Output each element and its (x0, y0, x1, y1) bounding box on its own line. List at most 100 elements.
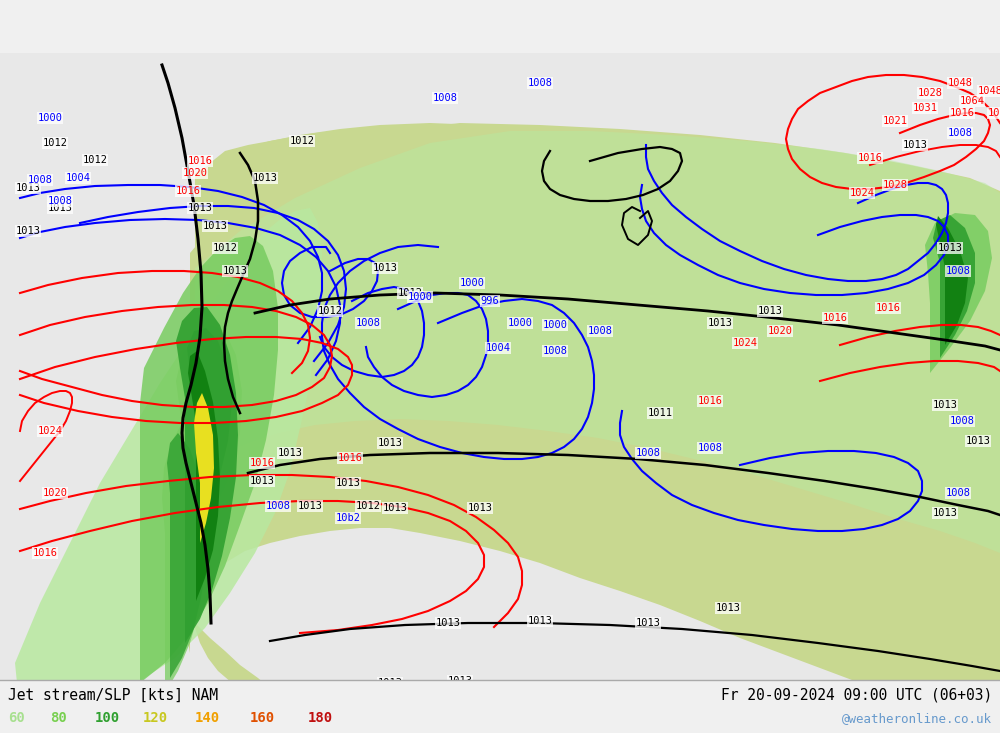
Text: Jet stream/SLP [kts] NAM: Jet stream/SLP [kts] NAM (8, 688, 218, 702)
Text: 1016: 1016 (32, 548, 58, 558)
Polygon shape (200, 123, 750, 218)
Text: 1048: 1048 (978, 86, 1000, 96)
Text: 1012: 1012 (318, 306, 342, 316)
Text: 1000: 1000 (38, 113, 62, 123)
Polygon shape (933, 215, 975, 358)
Text: @weatheronline.co.uk: @weatheronline.co.uk (842, 712, 992, 726)
Polygon shape (185, 123, 1000, 713)
Text: 1013: 1013 (758, 306, 782, 316)
Text: 1013: 1013 (528, 616, 552, 626)
Text: 1008: 1008 (588, 326, 612, 336)
Text: 1013: 1013 (932, 400, 958, 410)
Text: 1013: 1013 (436, 618, 460, 628)
Polygon shape (925, 213, 992, 373)
Text: 1016: 1016 (188, 156, 212, 166)
Text: 1008: 1008 (266, 501, 290, 511)
Text: 1016: 1016 (176, 186, 200, 196)
Polygon shape (176, 325, 242, 543)
Text: 1016: 1016 (250, 458, 274, 468)
Text: 1013: 1013 (16, 183, 40, 193)
Text: 160: 160 (250, 711, 275, 725)
Text: 1024: 1024 (732, 338, 758, 348)
Text: 1008: 1008 (946, 266, 970, 276)
Text: 1013: 1013 (938, 243, 962, 253)
Text: 1012: 1012 (290, 136, 314, 146)
Polygon shape (187, 328, 232, 525)
Text: Fr 20-09-2024 09:00 UTC (06+03): Fr 20-09-2024 09:00 UTC (06+03) (721, 688, 992, 702)
Text: 1008: 1008 (948, 128, 972, 138)
Text: 1024: 1024 (38, 426, 62, 436)
Polygon shape (15, 208, 322, 713)
Text: 1016: 1016 (698, 396, 722, 406)
Text: 60: 60 (8, 711, 25, 725)
Text: 1008: 1008 (48, 196, 72, 206)
Text: 1011: 1011 (648, 408, 672, 418)
Text: 1013: 1013 (716, 603, 740, 613)
Text: 1013: 1013 (252, 173, 278, 183)
Text: 1013: 1013 (902, 140, 928, 150)
Polygon shape (185, 131, 1000, 553)
Text: 1000: 1000 (508, 318, 532, 328)
Text: 1013: 1013 (48, 203, 72, 213)
Text: 1000: 1000 (408, 292, 432, 302)
Text: 1028: 1028 (918, 88, 942, 98)
Text: 1013: 1013 (382, 503, 408, 513)
Polygon shape (162, 421, 212, 693)
Text: 1020: 1020 (768, 326, 792, 336)
Polygon shape (167, 433, 207, 678)
Text: 180: 180 (308, 711, 333, 725)
Polygon shape (140, 236, 278, 683)
Text: 1013: 1013 (708, 318, 732, 328)
Polygon shape (176, 307, 238, 643)
Text: 1012: 1012 (356, 501, 380, 511)
Text: 1008: 1008 (950, 416, 974, 426)
Polygon shape (194, 393, 214, 543)
Bar (0, 53, 1000, 680)
Text: 1013: 1013 (636, 618, 660, 628)
Text: 1016: 1016 (822, 313, 848, 323)
Text: 1016: 1016 (876, 303, 900, 313)
Text: 1013: 1013 (966, 436, 990, 446)
Text: 1020: 1020 (42, 488, 68, 498)
Text: 1012: 1012 (42, 138, 68, 148)
Text: 1000: 1000 (460, 278, 484, 288)
Text: 1008: 1008 (28, 175, 52, 185)
Text: 1004: 1004 (486, 343, 511, 353)
Text: 80: 80 (50, 711, 67, 725)
Text: 140: 140 (195, 711, 220, 725)
Text: 1013: 1013 (932, 508, 958, 518)
Bar (0, 680, 1000, 733)
Text: 1012: 1012 (212, 243, 238, 253)
Text: 1008: 1008 (402, 708, 428, 718)
Text: 1008: 1008 (698, 443, 722, 453)
Text: 1013: 1013 (372, 263, 398, 273)
Polygon shape (188, 351, 220, 601)
Text: 1031: 1031 (912, 103, 938, 113)
Text: 10b2: 10b2 (336, 513, 360, 523)
Text: 1020: 1020 (182, 168, 208, 178)
Text: 1016: 1016 (858, 153, 883, 163)
Text: 1024: 1024 (850, 188, 874, 198)
Text: 1008: 1008 (432, 93, 458, 103)
Polygon shape (936, 216, 968, 345)
Text: 1013: 1013 (250, 476, 274, 486)
Text: 1021: 1021 (883, 116, 908, 126)
Text: 1013: 1013 (222, 266, 248, 276)
Text: 1048: 1048 (948, 78, 972, 88)
Text: 1013: 1013 (278, 448, 302, 458)
Text: 996: 996 (481, 296, 499, 306)
Text: 100: 100 (95, 711, 120, 725)
Text: 120: 120 (143, 711, 168, 725)
Text: 1008: 1008 (356, 318, 380, 328)
Text: 1012: 1012 (398, 288, 422, 298)
Text: 1004: 1004 (66, 173, 90, 183)
Text: 1016: 1016 (338, 453, 362, 463)
Text: 1012: 1012 (82, 155, 108, 165)
Text: 1013: 1013 (202, 221, 228, 231)
Text: 1064: 1064 (988, 108, 1000, 118)
Text: 1013: 1013 (448, 676, 473, 686)
Text: 1008: 1008 (946, 488, 970, 498)
Text: 1013: 1013 (378, 678, 402, 688)
Text: 1028: 1028 (883, 180, 908, 190)
Text: 1012: 1012 (426, 693, 450, 703)
